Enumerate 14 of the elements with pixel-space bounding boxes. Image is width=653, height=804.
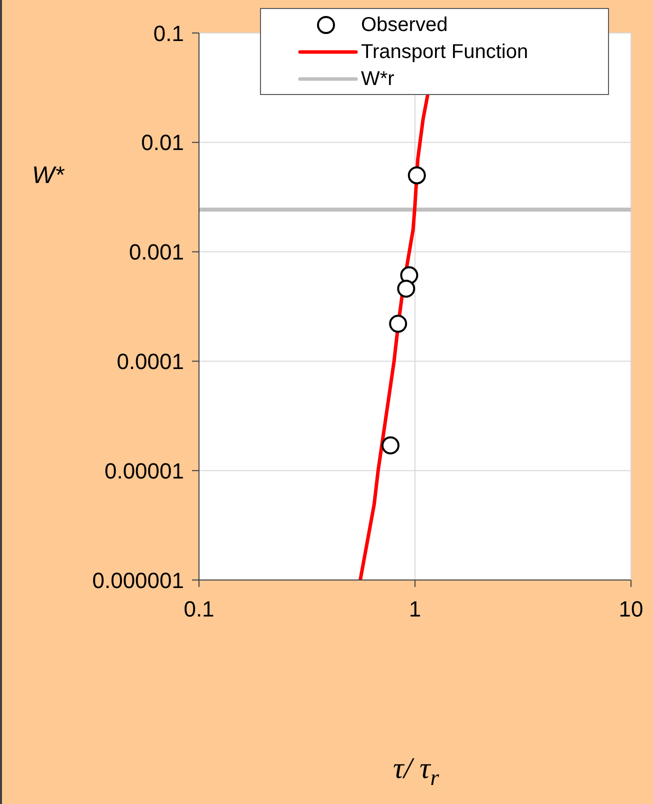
x-tick-label: 0.1: [184, 596, 214, 622]
legend-label: W*r: [361, 68, 394, 90]
legend-label: Transport Function: [361, 40, 528, 62]
x-tick-label: 1: [408, 596, 422, 622]
legend-label: Observed: [361, 14, 448, 36]
y-tick-label: 0.00001: [104, 458, 184, 484]
y-tick-label: 0.0001: [116, 349, 184, 374]
y-tick-label: 0.01: [141, 130, 184, 156]
y-tick-label: 0.1: [153, 20, 184, 46]
y-tick-label: 0.000001: [92, 568, 184, 593]
y-axis-title: W*: [32, 162, 65, 189]
y-tick-label: 0.001: [128, 240, 184, 265]
x-axis-title: τ/ τ$_{r}$: [392, 752, 440, 790]
x-tick-label: 10: [618, 596, 644, 622]
